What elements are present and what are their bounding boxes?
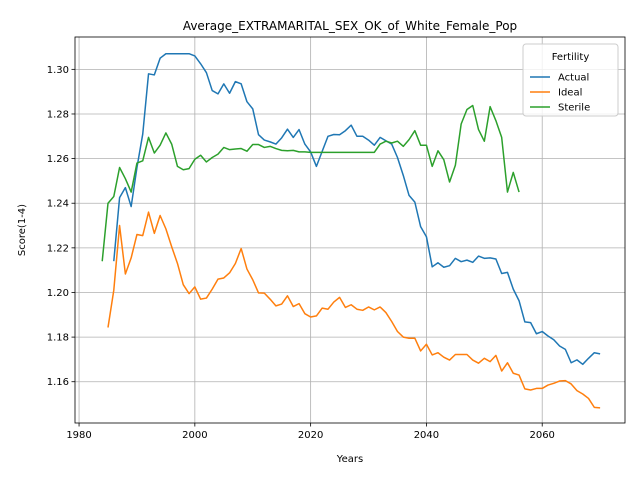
legend-entry-ideal: Ideal	[558, 88, 582, 99]
y-tick-label: 1.30	[47, 65, 69, 76]
legend-entry-sterile: Sterile	[558, 103, 590, 114]
x-tick-label: 2060	[529, 430, 554, 441]
legend-box	[522, 43, 619, 117]
series-line-ideal	[107, 211, 601, 409]
y-axis-ticks: 1.16 1.18 1.20 1.22 1.24 1.26 1.28 1.30	[47, 65, 75, 388]
chart-title: Average_EXTRAMARITAL_SEX_OK_of_White_Fem…	[183, 19, 517, 33]
y-tick-label: 1.28	[47, 109, 69, 120]
x-tick-label: 1980	[66, 430, 91, 441]
x-axis-ticks: 1980 2000 2020 2040 2060	[66, 423, 555, 441]
legend: Fertility Actual Ideal Sterile	[522, 43, 619, 117]
x-tick-label: 2020	[298, 430, 323, 441]
y-axis-label: Score(1-4)	[17, 204, 28, 256]
y-tick-label: 1.26	[47, 154, 69, 165]
x-tick-label: 2040	[414, 430, 439, 441]
series-lines	[101, 52, 601, 409]
grid	[75, 37, 625, 423]
y-tick-label: 1.16	[47, 377, 69, 388]
x-axis-label: Years	[336, 454, 363, 465]
series-line-sterile	[101, 104, 520, 262]
y-tick-label: 1.24	[47, 199, 69, 210]
y-tick-label: 1.22	[47, 243, 69, 254]
y-tick-label: 1.20	[47, 288, 69, 299]
plot-frame	[74, 36, 626, 424]
series-line-actual	[113, 52, 601, 366]
y-tick-label: 1.18	[47, 333, 69, 344]
x-tick-label: 2000	[182, 430, 207, 441]
legend-title: Fertility	[552, 52, 590, 63]
legend-entry-actual: Actual	[558, 73, 589, 84]
